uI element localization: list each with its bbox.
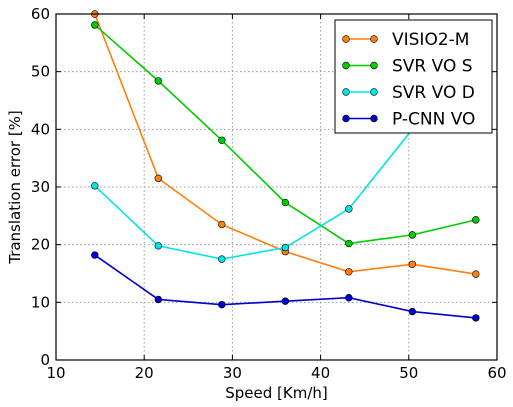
y-tick-label: 40 bbox=[31, 120, 50, 138]
legend-marker bbox=[342, 88, 350, 96]
x-tick-label: 20 bbox=[135, 364, 154, 382]
data-point bbox=[91, 251, 99, 259]
data-point bbox=[345, 268, 353, 276]
data-point bbox=[281, 198, 290, 207]
legend-label: SVR VO D bbox=[392, 83, 475, 103]
data-point bbox=[408, 260, 417, 268]
x-tick-label: 30 bbox=[223, 364, 242, 382]
x-tick-label: 40 bbox=[311, 364, 330, 382]
data-point bbox=[345, 294, 353, 302]
data-point bbox=[218, 255, 226, 263]
data-point bbox=[281, 297, 290, 305]
y-tick-label: 60 bbox=[31, 5, 50, 23]
x-axis-label: Speed [Km/h] bbox=[225, 384, 328, 402]
legend-marker bbox=[370, 35, 378, 43]
data-point bbox=[281, 243, 290, 252]
markers-layer bbox=[91, 10, 480, 322]
data-point bbox=[408, 307, 417, 316]
legend-label: VISIO2-M bbox=[392, 30, 469, 50]
y-tick-label: 10 bbox=[31, 293, 50, 311]
data-point bbox=[408, 231, 417, 239]
data-point bbox=[218, 300, 226, 309]
data-point bbox=[91, 21, 99, 29]
legend-marker bbox=[370, 114, 378, 123]
data-point bbox=[472, 270, 480, 278]
legend-marker bbox=[342, 61, 350, 70]
data-point bbox=[154, 242, 163, 250]
data-point bbox=[472, 216, 480, 224]
x-tick-label: 50 bbox=[399, 364, 418, 382]
data-point bbox=[91, 182, 99, 190]
data-point bbox=[154, 77, 163, 85]
y-tick-label: 20 bbox=[31, 236, 50, 254]
x-tick-label: 10 bbox=[46, 364, 65, 382]
data-point bbox=[218, 220, 226, 229]
legend-marker bbox=[370, 61, 378, 70]
data-point bbox=[345, 205, 353, 213]
legend-marker bbox=[342, 35, 350, 43]
x-tick-label: 60 bbox=[487, 364, 506, 382]
legend-label: SVR VO S bbox=[392, 57, 473, 77]
legend-marker bbox=[342, 114, 350, 123]
data-point bbox=[218, 136, 226, 144]
data-point bbox=[154, 174, 163, 183]
data-point bbox=[472, 314, 480, 322]
data-point bbox=[154, 295, 163, 304]
legend-label: P-CNN VO bbox=[392, 110, 475, 130]
legend: VISIO2-M SVR VO S SVR VO D P-CNN VO bbox=[334, 19, 493, 134]
legend-marker bbox=[370, 88, 378, 96]
y-tick-label: 50 bbox=[31, 63, 50, 81]
data-point bbox=[345, 239, 353, 248]
y-tick-label: 0 bbox=[40, 351, 50, 369]
y-axis-label: Translation error [%] bbox=[6, 110, 24, 265]
y-tick-label: 30 bbox=[31, 178, 50, 196]
